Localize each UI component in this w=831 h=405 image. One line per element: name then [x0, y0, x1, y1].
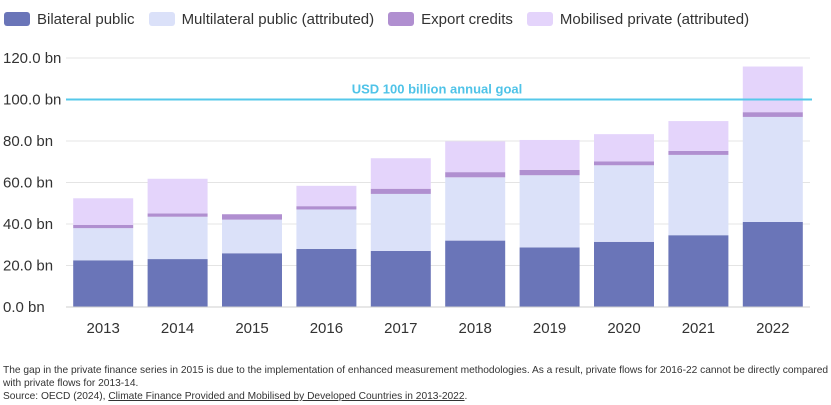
footnote: The gap in the private finance series in…	[3, 364, 829, 403]
bar-2020-series-1	[594, 241, 654, 307]
legend-swatch	[148, 12, 175, 26]
bar-2019-series-2	[519, 175, 580, 248]
bar-2020-series-2	[594, 165, 654, 242]
y-tick-label: 120.0 bn	[3, 50, 61, 67]
y-tick-label: 40.0 bn	[3, 216, 53, 233]
bar-2014-series-3	[147, 213, 208, 217]
legend-item-2: Multilateral public (attributed)	[148, 10, 375, 28]
bar-2022-series-3	[742, 112, 803, 117]
bar-2015-series-3	[222, 214, 282, 220]
bar-2021-series-1	[668, 235, 729, 307]
bar-2014-series-2	[147, 216, 208, 260]
source-prefix: Source: OECD (2024),	[3, 391, 109, 402]
bar-2021-series-3	[668, 150, 729, 155]
bar-2016-series-3	[296, 206, 357, 210]
bar-2018-series-3	[445, 172, 506, 178]
bar-2021-series-4	[668, 121, 729, 151]
legend-swatch	[4, 12, 30, 26]
y-tick-label: 80.0 bn	[3, 133, 53, 150]
bar-2016-series-2	[296, 209, 357, 249]
bar-2016-series-4	[296, 185, 357, 207]
legend-label: Export credits	[421, 10, 513, 28]
bar-2013-series-4	[73, 198, 134, 225]
bar-2017-series-3	[370, 188, 431, 194]
bar-2019-series-4	[519, 139, 580, 170]
bar-2013-series-1	[73, 260, 134, 307]
bar-2015-series-2	[222, 219, 282, 254]
x-tick-label: 2017	[384, 320, 417, 337]
bar-2014-series-1	[147, 259, 208, 307]
methodology-note: The gap in the private finance series in…	[3, 365, 829, 389]
bar-2019-series-3	[519, 169, 580, 176]
bar-2013-series-2	[73, 228, 134, 261]
bar-2022-series-1	[742, 221, 803, 307]
legend-label: Multilateral public (attributed)	[181, 10, 375, 28]
x-tick-label: 2019	[533, 320, 566, 337]
bar-2016-series-1	[296, 248, 357, 307]
source-link[interactable]: Climate Finance Provided and Mobilised b…	[108, 391, 465, 402]
bar-2014-series-4	[147, 178, 208, 214]
x-tick-label: 2020	[607, 320, 640, 337]
bar-2018-series-1	[445, 240, 506, 307]
bar-2017-series-4	[370, 158, 431, 189]
x-tick-label: 2013	[87, 320, 120, 337]
x-tick-label: 2018	[459, 320, 492, 337]
bar-2021-series-2	[668, 154, 729, 236]
legend-item-3: Export credits	[388, 11, 513, 28]
bar-2022-series-4	[742, 66, 803, 113]
legend-swatch	[526, 12, 553, 26]
bar-2018-series-2	[445, 177, 506, 241]
bar-2020-series-4	[594, 134, 654, 162]
legend: Bilateral public Multilateral public (att…	[4, 8, 763, 30]
y-tick-label: 20.0 bn	[3, 258, 53, 275]
bar-2019-series-1	[519, 247, 580, 307]
x-tick-label: 2022	[756, 320, 789, 337]
legend-item-1: Bilateral public	[4, 11, 135, 28]
x-tick-label: 2021	[682, 320, 715, 337]
y-tick-label: 0.0 bn	[3, 299, 45, 316]
source-line: Source: OECD (2024), Climate Finance Pro…	[3, 390, 829, 403]
y-tick-label: 60.0 bn	[3, 175, 53, 192]
bar-2013-series-3	[73, 224, 134, 229]
legend-label: Bilateral public	[37, 10, 135, 28]
y-tick-label: 100.0 bn	[3, 92, 61, 109]
x-tick-label: 2014	[161, 320, 194, 337]
bar-2022-series-2	[742, 116, 803, 222]
bar-2018-series-4	[445, 141, 506, 173]
legend-item-4: Mobilised private (attributed)	[526, 10, 750, 28]
goal-line-label: USD 100 billion annual goal	[352, 82, 522, 97]
stacked-bar-chart: 0.0 bn 20.0 bn 40.0 bn 60.0 bn 80.0 bn 100.0 …	[3, 50, 812, 337]
legend-label: Mobilised private (attributed)	[559, 10, 750, 28]
bar-2017-series-1	[370, 250, 431, 307]
bar-2017-series-2	[370, 193, 431, 251]
bar-2015-series-1	[222, 253, 282, 307]
legend-swatch	[388, 12, 415, 26]
bar-2020-series-3	[594, 161, 654, 166]
source-suffix: .	[464, 391, 468, 402]
x-tick-label: 2015	[235, 320, 268, 337]
x-tick-label: 2016	[310, 320, 343, 337]
